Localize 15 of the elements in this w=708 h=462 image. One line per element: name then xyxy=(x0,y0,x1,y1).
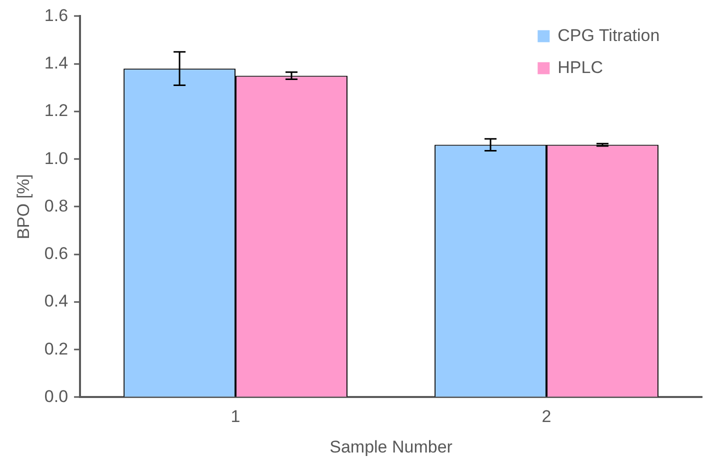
y-tick-label: 0.0 xyxy=(44,386,68,406)
x-tick-label: 1 xyxy=(230,407,240,426)
y-tick-label: 1.2 xyxy=(44,101,68,120)
y-tick-label: 1.6 xyxy=(44,6,68,25)
y-tick-label: 0.4 xyxy=(44,292,68,311)
y-tick-label: 1.4 xyxy=(44,54,68,73)
x-tick-label: 2 xyxy=(542,407,552,426)
y-tick-label: 0.2 xyxy=(44,339,68,358)
legend-label: HPLC xyxy=(558,58,604,77)
y-tick-label: 0.6 xyxy=(44,244,68,264)
x-axis-title: Sample Number xyxy=(330,437,453,456)
y-tick-label: 0.8 xyxy=(44,196,68,216)
legend-label: CPG Titration xyxy=(558,26,660,45)
y-axis-title: BPO [%] xyxy=(14,174,33,240)
y-tick-label: 1.0 xyxy=(44,148,68,168)
